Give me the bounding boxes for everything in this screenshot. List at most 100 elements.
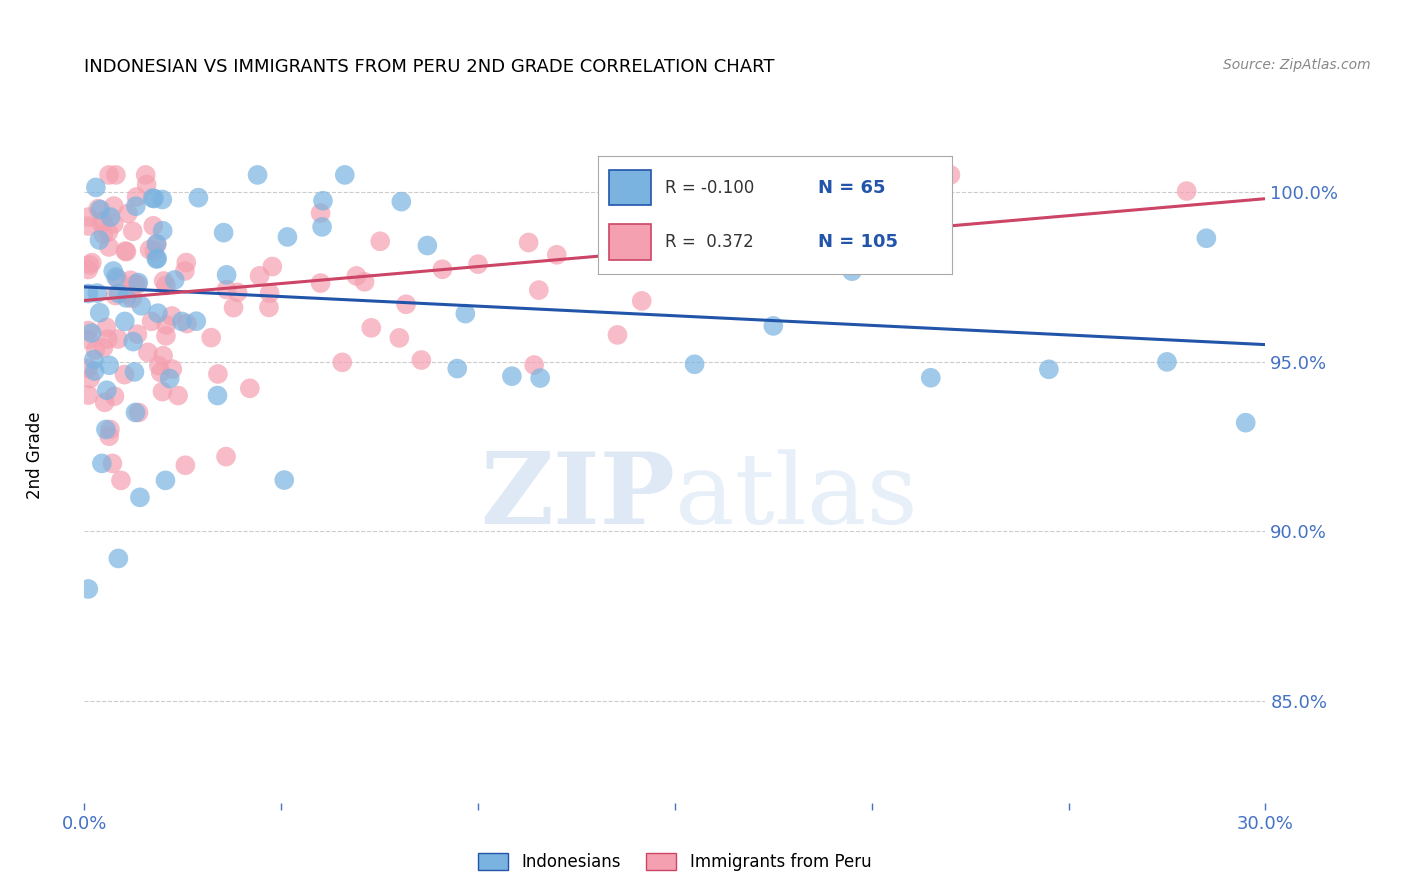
- Point: [77, 210, 100, 224]
- Point: [162, 362, 184, 376]
- Point: [91, 214, 114, 228]
- Point: [215, 450, 238, 464]
- Point: [115, 244, 138, 259]
- Point: [176, 317, 198, 331]
- Point: [114, 368, 136, 382]
- Point: [101, 457, 124, 471]
- Point: [104, 168, 127, 182]
- Point: [683, 357, 706, 371]
- Point: [84, 343, 107, 357]
- Point: [249, 268, 271, 283]
- Point: [105, 270, 128, 285]
- Point: [416, 238, 439, 252]
- Point: [138, 243, 160, 257]
- Point: [311, 219, 333, 234]
- Point: [142, 191, 165, 205]
- Point: [110, 474, 132, 488]
- Point: [100, 210, 122, 224]
- Point: [186, 314, 208, 328]
- Point: [125, 199, 148, 213]
- Point: [98, 422, 121, 436]
- Point: [77, 582, 100, 596]
- Point: [152, 349, 174, 363]
- Point: [89, 306, 111, 320]
- Point: [129, 491, 152, 505]
- Point: [159, 371, 181, 385]
- Point: [333, 168, 356, 182]
- Point: [107, 272, 129, 286]
- Point: [215, 283, 238, 297]
- Point: [97, 225, 120, 239]
- Point: [152, 384, 174, 399]
- Point: [83, 352, 105, 367]
- Point: [155, 278, 177, 293]
- Point: [187, 191, 209, 205]
- Point: [782, 168, 804, 182]
- Point: [170, 314, 193, 328]
- Point: [163, 273, 186, 287]
- Point: [173, 264, 195, 278]
- Point: [155, 474, 177, 488]
- Text: ZIP: ZIP: [479, 448, 675, 545]
- Point: [90, 216, 112, 230]
- Point: [606, 327, 628, 342]
- Point: [124, 405, 146, 419]
- Point: [107, 332, 129, 346]
- Point: [145, 252, 167, 266]
- Point: [114, 244, 136, 259]
- Point: [142, 219, 165, 233]
- Text: INDONESIAN VS IMMIGRANTS FROM PERU 2ND GRADE CORRELATION CHART: INDONESIAN VS IMMIGRANTS FROM PERU 2ND G…: [84, 58, 775, 76]
- Point: [103, 264, 125, 278]
- Point: [602, 168, 624, 182]
- Point: [114, 314, 136, 328]
- Point: [212, 226, 235, 240]
- Point: [529, 371, 551, 385]
- Point: [630, 293, 652, 308]
- Point: [222, 301, 245, 315]
- Point: [226, 285, 249, 300]
- Point: [174, 255, 197, 269]
- Point: [97, 332, 120, 346]
- Point: [84, 180, 107, 194]
- Point: [79, 371, 101, 385]
- Point: [257, 301, 280, 315]
- Point: [98, 429, 121, 443]
- Point: [107, 286, 129, 301]
- Point: [115, 291, 138, 305]
- Point: [120, 273, 142, 287]
- Point: [77, 361, 100, 376]
- Point: [90, 457, 112, 471]
- Point: [77, 262, 100, 277]
- Point: [104, 288, 127, 302]
- Point: [353, 275, 375, 289]
- Point: [136, 345, 159, 359]
- Point: [127, 276, 149, 290]
- Point: [135, 178, 157, 192]
- Point: [388, 331, 411, 345]
- Point: [117, 287, 139, 301]
- Point: [1234, 416, 1257, 430]
- Legend: Indonesians, Immigrants from Peru: Indonesians, Immigrants from Peru: [472, 847, 877, 878]
- Point: [124, 277, 146, 292]
- Point: [309, 206, 332, 220]
- Point: [121, 291, 143, 305]
- Point: [152, 224, 174, 238]
- Point: [97, 240, 120, 254]
- Point: [200, 331, 222, 345]
- Point: [239, 381, 262, 395]
- Point: [259, 286, 281, 301]
- Point: [841, 264, 863, 278]
- Point: [143, 192, 166, 206]
- Point: [87, 202, 110, 216]
- Point: [80, 326, 103, 340]
- Point: [312, 194, 335, 208]
- Point: [146, 252, 169, 266]
- Point: [1175, 184, 1198, 198]
- Point: [523, 358, 546, 372]
- Point: [782, 168, 804, 182]
- Point: [125, 190, 148, 204]
- Point: [128, 405, 150, 419]
- Text: atlas: atlas: [675, 449, 918, 544]
- Point: [80, 255, 103, 269]
- Point: [1038, 362, 1060, 376]
